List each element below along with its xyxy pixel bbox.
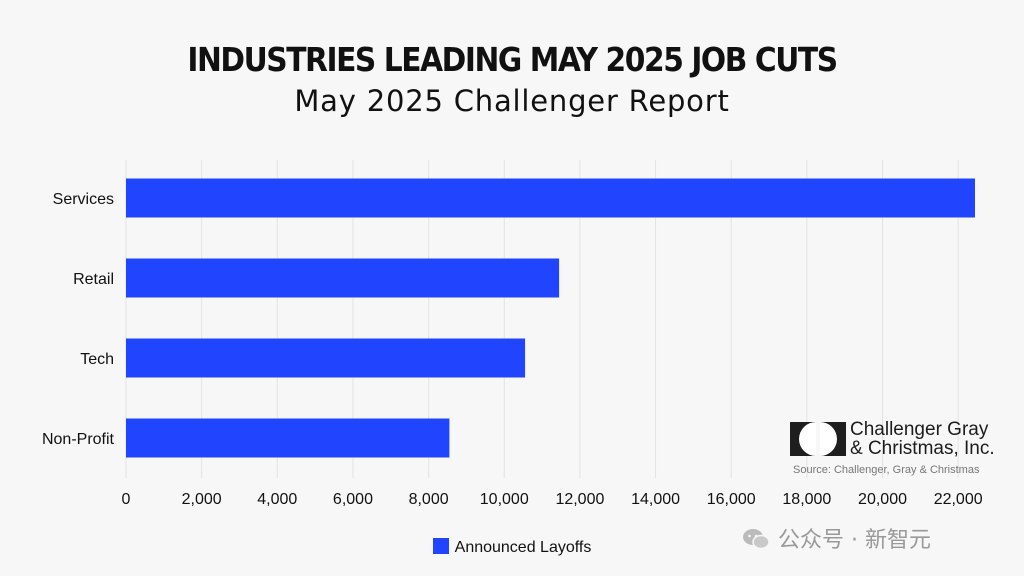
logo-text-line2: & Christmas, Inc. bbox=[850, 438, 995, 459]
bars bbox=[126, 178, 975, 458]
x-tick-label: 10,000 bbox=[480, 491, 529, 508]
category-label: Non-Profit bbox=[42, 431, 115, 448]
logo-text: Challenger Gray & Christmas, Inc. bbox=[850, 420, 995, 458]
x-tick-label: 16,000 bbox=[707, 491, 756, 508]
logo-text-line1: Challenger Gray bbox=[850, 419, 989, 440]
category-label: Retail bbox=[73, 271, 114, 288]
x-tick-label: 14,000 bbox=[631, 491, 680, 508]
x-tick-label: 4,000 bbox=[257, 491, 297, 508]
watermark: 公众号 · 新智元 bbox=[742, 522, 931, 554]
x-tick-label: 2,000 bbox=[182, 491, 222, 508]
bar-tech bbox=[126, 338, 526, 378]
watermark-text: 公众号 · 新智元 bbox=[778, 528, 931, 553]
bar-retail bbox=[126, 258, 560, 298]
logo-mark-icon bbox=[790, 422, 846, 456]
x-tick-label: 20,000 bbox=[858, 491, 907, 508]
x-tick-label: 6,000 bbox=[333, 491, 373, 508]
source-note: Source: Challenger, Gray & Christmas bbox=[793, 464, 980, 476]
category-label: Tech bbox=[80, 351, 114, 368]
legend-label: Announced Layoffs bbox=[454, 539, 592, 556]
x-tick-label: 0 bbox=[122, 491, 131, 508]
bar-non-profit bbox=[126, 418, 450, 458]
x-tick-label: 18,000 bbox=[782, 491, 831, 508]
chart-title: INDUSTRIES LEADING MAY 2025 JOB CUTS bbox=[187, 40, 838, 79]
x-tick-label: 22,000 bbox=[934, 491, 983, 508]
wechat-icon bbox=[743, 529, 770, 550]
x-tick-label: 12,000 bbox=[555, 491, 604, 508]
chart-subtitle: May 2025 Challenger Report bbox=[294, 84, 730, 118]
legend: Announced Layoffs bbox=[0, 538, 1024, 557]
x-axis-ticks: 0 2,000 4,000 6,000 8,000 10,000 12,000 14,000 1… bbox=[122, 491, 983, 508]
x-tick-label: 8,000 bbox=[409, 491, 449, 508]
category-labels: Services Retail Tech Non-Profit bbox=[42, 191, 115, 448]
bar-services bbox=[126, 178, 975, 218]
legend-swatch bbox=[432, 538, 449, 554]
category-label: Services bbox=[53, 191, 114, 208]
